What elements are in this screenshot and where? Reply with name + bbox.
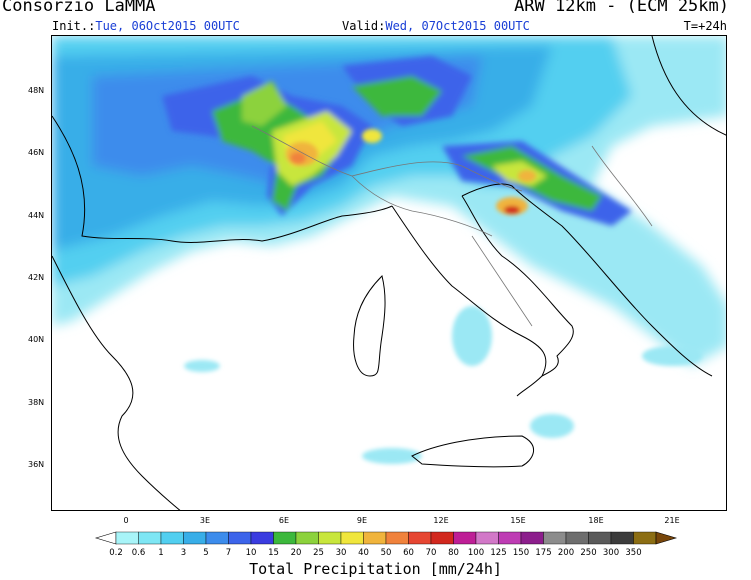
- precipitation-map: [51, 35, 727, 511]
- legend-swatch: [565, 531, 589, 545]
- borders: [251, 125, 653, 327]
- legend-level-label: 10: [246, 548, 257, 558]
- lat-label-40n: 40N: [28, 335, 45, 344]
- legend-level-label: 30: [336, 548, 347, 558]
- legend-swatch: [633, 531, 657, 545]
- legend-level-label: 125: [490, 548, 506, 558]
- lat-label-46n: 46N: [28, 148, 45, 157]
- valid-value: Wed, 07Oct2015 00UTC: [385, 19, 530, 33]
- title-right: ARW 12km - (ECM 25km): [514, 0, 729, 16]
- legend-level-label: 50: [381, 548, 392, 558]
- legend-arrow-low: [94, 531, 117, 545]
- legend-level-label: 300: [603, 548, 619, 558]
- legend-level-label: 1: [158, 548, 163, 558]
- legend-level-label: 200: [558, 548, 574, 558]
- lat-label-44n: 44N: [28, 211, 45, 220]
- color-legend: 0.2 0.6 1 3 5 7 10 15 20 25 30 40 50 60 70 80 100 125 150 1…: [94, 531, 678, 558]
- legend-level-label: 15: [268, 548, 279, 558]
- legend-level-label: 5: [203, 548, 208, 558]
- legend-level-label: 80: [448, 548, 459, 558]
- legend-level-label: 25: [313, 548, 324, 558]
- legend-swatch: [610, 531, 634, 545]
- legend-swatch: [453, 531, 477, 545]
- valid-time: Valid:Wed, 07Oct2015 00UTC: [342, 19, 530, 33]
- legend-level-label: 350: [625, 548, 641, 558]
- legend-swatch: [520, 531, 544, 545]
- legend-swatch: [228, 531, 252, 545]
- legend-level-label: 3: [181, 548, 186, 558]
- init-label: Init.:: [52, 19, 96, 33]
- legend-swatch: [543, 531, 567, 545]
- legend-level-label: 60: [403, 548, 414, 558]
- lon-label-6e: 6E: [278, 516, 290, 525]
- lon-label-21e: 21E: [664, 516, 680, 525]
- legend-level-label: 175: [535, 548, 551, 558]
- lon-label-15e: 15E: [510, 516, 526, 525]
- valid-label: Valid:: [342, 19, 386, 33]
- legend-level-label: 0.2: [109, 548, 123, 558]
- lat-label-42n: 42N: [28, 273, 45, 282]
- lon-label-0: 0: [123, 516, 129, 525]
- init-time: Init.:Tue, 06Oct2015 00UTC: [52, 19, 240, 33]
- legend-swatch: [160, 531, 184, 545]
- legend-swatch: [340, 531, 364, 545]
- legend-swatch: [498, 531, 522, 545]
- lat-label-38n: 38N: [28, 398, 45, 407]
- legend-swatch: [138, 531, 162, 545]
- legend-swatch: [273, 531, 297, 545]
- lat-label-36n: 36N: [28, 460, 45, 469]
- legend-level-label: 40: [358, 548, 369, 558]
- legend-title: Total Precipitation [mm/24h]: [249, 560, 502, 578]
- legend-arrow-high: [655, 531, 678, 545]
- lat-label-48n: 48N: [28, 86, 45, 95]
- lon-label-12e: 12E: [433, 516, 449, 525]
- legend-level-label: 250: [580, 548, 596, 558]
- legend-swatch: [205, 531, 229, 545]
- lon-label-18e: 18E: [588, 516, 604, 525]
- legend-swatch: [318, 531, 342, 545]
- legend-swatch: [183, 531, 207, 545]
- lon-label-3e: 3E: [199, 516, 211, 525]
- legend-swatch: [475, 531, 499, 545]
- forecast-step: T=+24h: [683, 19, 727, 33]
- legend-level-label: 70: [426, 548, 437, 558]
- legend-swatch: [115, 531, 139, 545]
- lon-label-9e: 9E: [356, 516, 368, 525]
- precip-field: [52, 36, 726, 464]
- legend-swatch: [408, 531, 432, 545]
- legend-swatch: [250, 531, 274, 545]
- legend-swatch: [363, 531, 387, 545]
- legend-level-label: 100: [468, 548, 484, 558]
- legend-level-label: 150: [513, 548, 529, 558]
- title-left: Consorzio LaMMA: [2, 0, 156, 16]
- legend-swatch: [588, 531, 612, 545]
- legend-level-label: 20: [291, 548, 302, 558]
- legend-level-label: 0.6: [132, 548, 146, 558]
- legend-swatch: [430, 531, 454, 545]
- map-canvas: [52, 36, 726, 510]
- init-value: Tue, 06Oct2015 00UTC: [95, 19, 240, 33]
- legend-level-label: 7: [226, 548, 231, 558]
- legend-swatch: [295, 531, 319, 545]
- coastlines: [52, 36, 726, 510]
- legend-swatch: [385, 531, 409, 545]
